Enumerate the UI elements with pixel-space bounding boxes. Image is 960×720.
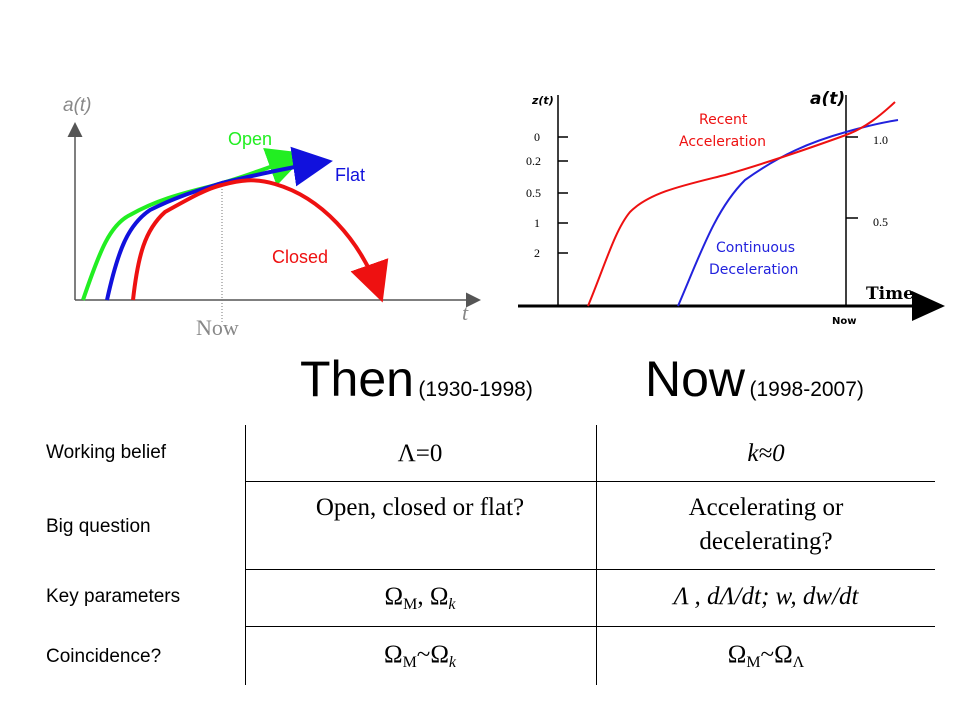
z-tick-label-3: 1 [534,216,540,230]
open-curve [81,148,308,301]
continuous-deceleration-label-line1: Continuous [716,240,795,256]
table-divider-left [245,425,246,685]
heading-then-years: (1930-1998) [418,378,533,401]
omega-symbol: Ω [429,583,449,610]
cell-now-key-parameters: Λ , dΛ/dt; w, dw/dt [673,583,859,610]
subscript-m: M [402,654,417,671]
flat-label: Flat [335,165,365,185]
omega-symbol: Ω [774,641,793,668]
time-label: Time [866,284,914,304]
row-label-working-belief: Working belief [46,442,167,463]
heading-then: Then (1930-1998) [300,350,533,408]
row-label-big-question: Big question [46,516,151,537]
cell-now-big-question-line2: decelerating? [699,528,833,555]
a-ticks [846,136,858,219]
z-tick-label-0: 0 [534,130,540,144]
heading-now: Now (1998-2007) [645,350,864,408]
subscript-m: M [403,596,418,613]
heading-now-years: (1998-2007) [749,378,864,401]
row-label-coincidence: Coincidence? [46,646,162,667]
continuous-deceleration-curve [677,119,899,307]
z-tick-label-4: 2 [534,246,540,260]
left-y-axis-label: a(t) [63,95,92,116]
z-ticks [558,136,568,254]
table-rule-1 [245,481,935,482]
subscript-k: k [448,654,457,671]
cell-then-coincidence: ΩM~Ωk [245,638,595,675]
subscript-m: M [746,654,761,671]
table-divider-middle [596,425,597,685]
acceleration-diagram: z(t) a(t) 0 0.2 0.5 1 2 1.0 0.5 Time Now… [518,89,945,327]
right-now-label: Now [832,316,856,327]
recent-acceleration-label-line1: Recent [699,112,748,128]
cell-now-big-question: Accelerating or decelerating? [597,491,935,559]
heading-now-main: Now [645,351,746,407]
cell-now-coincidence: ΩM~ΩΛ [597,638,935,675]
heading-then-main: Then [300,351,414,407]
cell-then-working-belief: Λ=0 [397,440,443,467]
cell-then-key-parameters: ΩM, Ωk [245,580,595,617]
subscript-lambda: Λ [792,654,805,671]
left-now-label: Now [196,315,239,340]
table-rule-3 [245,626,935,627]
closed-label: Closed [272,247,328,267]
subscript-k: k [448,596,456,613]
omega-symbol: Ω [430,641,449,668]
tilde: ~ [760,641,775,668]
cell-now-big-question-line1: Accelerating or [688,494,844,521]
recent-acceleration-label-line2: Acceleration [679,134,766,150]
continuous-deceleration-label-line2: Deceleration [709,262,798,278]
a-tick-label-1: 0.5 [873,215,888,229]
a-axis-title: a(t) [810,89,845,109]
recent-acceleration-curve [587,101,896,307]
expansion-models-diagram: a(t) t Now Open Flat Closed [63,95,481,340]
table-rule-2 [245,569,935,570]
flat-curve [105,146,333,301]
a-tick-label-0: 1.0 [873,133,888,147]
row-label-key-parameters: Key parameters [46,586,181,607]
z-tick-label-1: 0.2 [526,154,541,168]
separator: , [417,583,430,610]
cell-then-big-question: Open, closed or flat? [315,494,525,521]
z-axis-title: z(t) [531,94,554,107]
open-label: Open [228,129,272,149]
tilde: ~ [416,641,431,668]
omega-symbol: Ω [383,641,403,668]
omega-symbol: Ω [727,641,747,668]
omega-symbol: Ω [384,583,404,610]
z-tick-label-2: 0.5 [526,186,541,200]
left-x-axis-label: t [462,300,469,325]
cell-now-working-belief: k≈0 [747,440,785,467]
closed-curve [131,178,389,303]
